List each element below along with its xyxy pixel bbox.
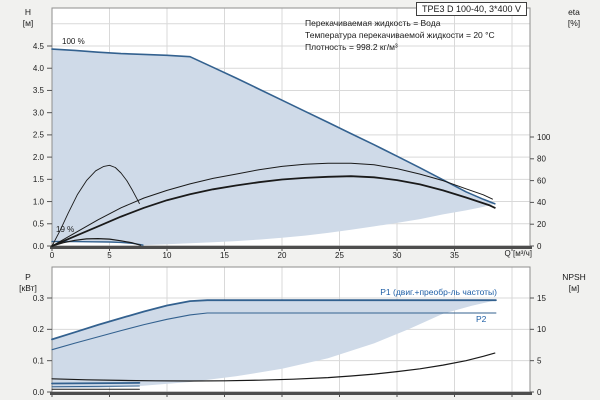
speed-100-label: 100 % <box>62 37 85 46</box>
eta-pump-curve <box>51 162 493 247</box>
y-right-tick-label: 15 <box>537 294 546 303</box>
y-left-tick-label: 0.0 <box>33 388 45 397</box>
npsh-axis-title: NPSH [м] <box>552 272 596 294</box>
flow-axis-title: Q [м³/ч] <box>504 249 532 258</box>
eta-axis-unit: [%] <box>567 18 581 28</box>
y-right-tick-label: 100 <box>537 133 551 142</box>
y-left-tick-label: 2.0 <box>33 153 45 162</box>
h-axis-unit: [м] <box>22 18 34 28</box>
p2-curve <box>51 312 497 351</box>
h-axis-title: H [м] <box>10 7 46 29</box>
x-tick-label: 20 <box>278 251 287 260</box>
eta-pump-motor-curve <box>51 175 496 247</box>
y-right-tick-label: 5 <box>537 356 542 365</box>
x-tick-label: 0 <box>50 251 55 260</box>
eta-axis-symbol: eta <box>568 7 580 17</box>
y-left-tick-label: 3.0 <box>33 108 45 117</box>
pump-model-title: TPE3 D 100-40, 3*400 V <box>416 2 528 16</box>
p2-min-curve <box>51 385 140 388</box>
y-right-tick-label: 0 <box>537 388 542 397</box>
y-right-tick-label: 20 <box>537 220 546 229</box>
y-left-tick-label: 4.5 <box>33 42 45 51</box>
y-left-tick-label: 4.0 <box>33 64 45 73</box>
x-tick-label: 10 <box>163 251 172 260</box>
y-left-tick-label: 0.2 <box>33 325 45 334</box>
temperature-annotation: Температура перекачиваемой жидкости = 20… <box>305 30 495 40</box>
annotation-block: Перекачиваемая жидкость = Вода Температу… <box>305 17 495 53</box>
p1-curve-label: P1 (двиг.+преобр-ль частоты) <box>380 287 497 297</box>
npsh-curve <box>51 352 496 382</box>
p1-curve <box>51 299 497 341</box>
x-tick-label: 25 <box>335 251 344 260</box>
power-npsh-chart-operating-envelope <box>52 300 496 389</box>
x-tick-label: 35 <box>450 251 459 260</box>
y-left-tick-label: 1.0 <box>33 197 45 206</box>
npsh-axis-symbol: NPSH <box>562 272 586 282</box>
h-axis-symbol: H <box>24 7 32 17</box>
y-left-tick-label: 2.5 <box>33 131 45 140</box>
y-left-tick-label: 1.5 <box>33 175 45 184</box>
eta-pump-motor-min-curve <box>51 238 142 247</box>
eta-axis-title: eta [%] <box>556 7 592 29</box>
p-axis-symbol: P <box>25 272 31 282</box>
qh-100-curve <box>51 48 496 205</box>
eta-pump-min-curve <box>51 164 140 247</box>
speed-min-label: 19 % <box>56 225 75 234</box>
y-left-tick-label: 0.3 <box>33 294 45 303</box>
p-axis-unit: [кВт] <box>19 283 37 293</box>
qh-eta-chart-operating-envelope <box>52 49 495 246</box>
p-axis-title: P [кВт] <box>8 272 48 294</box>
y-left-tick-label: 0.5 <box>33 220 45 229</box>
y-left-tick-label: 0.0 <box>33 242 45 251</box>
y-left-tick-label: 0.1 <box>33 356 45 365</box>
y-right-tick-label: 0 <box>537 242 542 251</box>
y-left-tick-label: 3.5 <box>33 86 45 95</box>
x-tick-label: 15 <box>220 251 229 260</box>
y-right-tick-label: 10 <box>537 325 546 334</box>
npsh-axis-unit: [м] <box>568 283 580 293</box>
fluid-annotation: Перекачиваемая жидкость = Вода <box>305 18 441 28</box>
y-right-tick-label: 40 <box>537 198 546 207</box>
density-annotation: Плотность = 998.2 кг/м³ <box>305 42 398 52</box>
x-tick-label: 30 <box>393 251 402 260</box>
p2-curve-label: P2 <box>476 314 487 324</box>
y-right-tick-label: 80 <box>537 155 546 164</box>
y-right-tick-label: 60 <box>537 176 546 185</box>
p1-min-curve <box>51 381 141 385</box>
x-tick-label: 5 <box>107 251 112 260</box>
